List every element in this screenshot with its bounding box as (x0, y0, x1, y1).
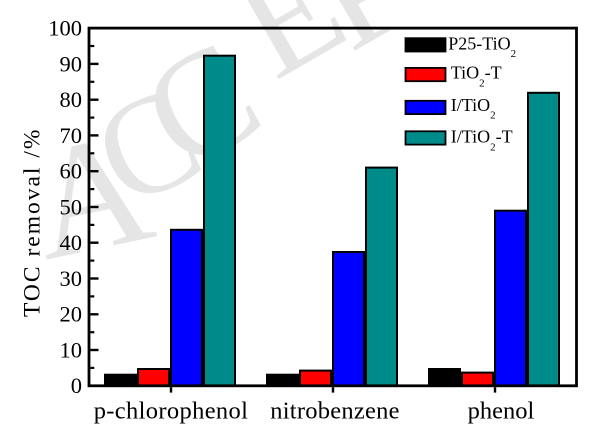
svg-text:100: 100 (48, 16, 82, 41)
svg-text:50: 50 (60, 194, 83, 219)
svg-text:10: 10 (60, 338, 83, 363)
svg-text:70: 70 (60, 123, 83, 148)
svg-text:90: 90 (60, 51, 83, 76)
svg-text:phenol: phenol (468, 398, 535, 425)
svg-text:80: 80 (60, 87, 83, 112)
svg-text:60: 60 (60, 159, 83, 184)
svg-text:TOC removal /%: TOC removal /% (20, 128, 46, 317)
svg-text:nitrobenzene: nitrobenzene (270, 398, 400, 425)
svg-text:40: 40 (60, 230, 83, 255)
svg-text:0: 0 (71, 373, 82, 398)
svg-text:p-chlorophenol: p-chlorophenol (94, 398, 249, 425)
svg-text:20: 20 (60, 302, 83, 327)
svg-text:30: 30 (60, 266, 83, 291)
